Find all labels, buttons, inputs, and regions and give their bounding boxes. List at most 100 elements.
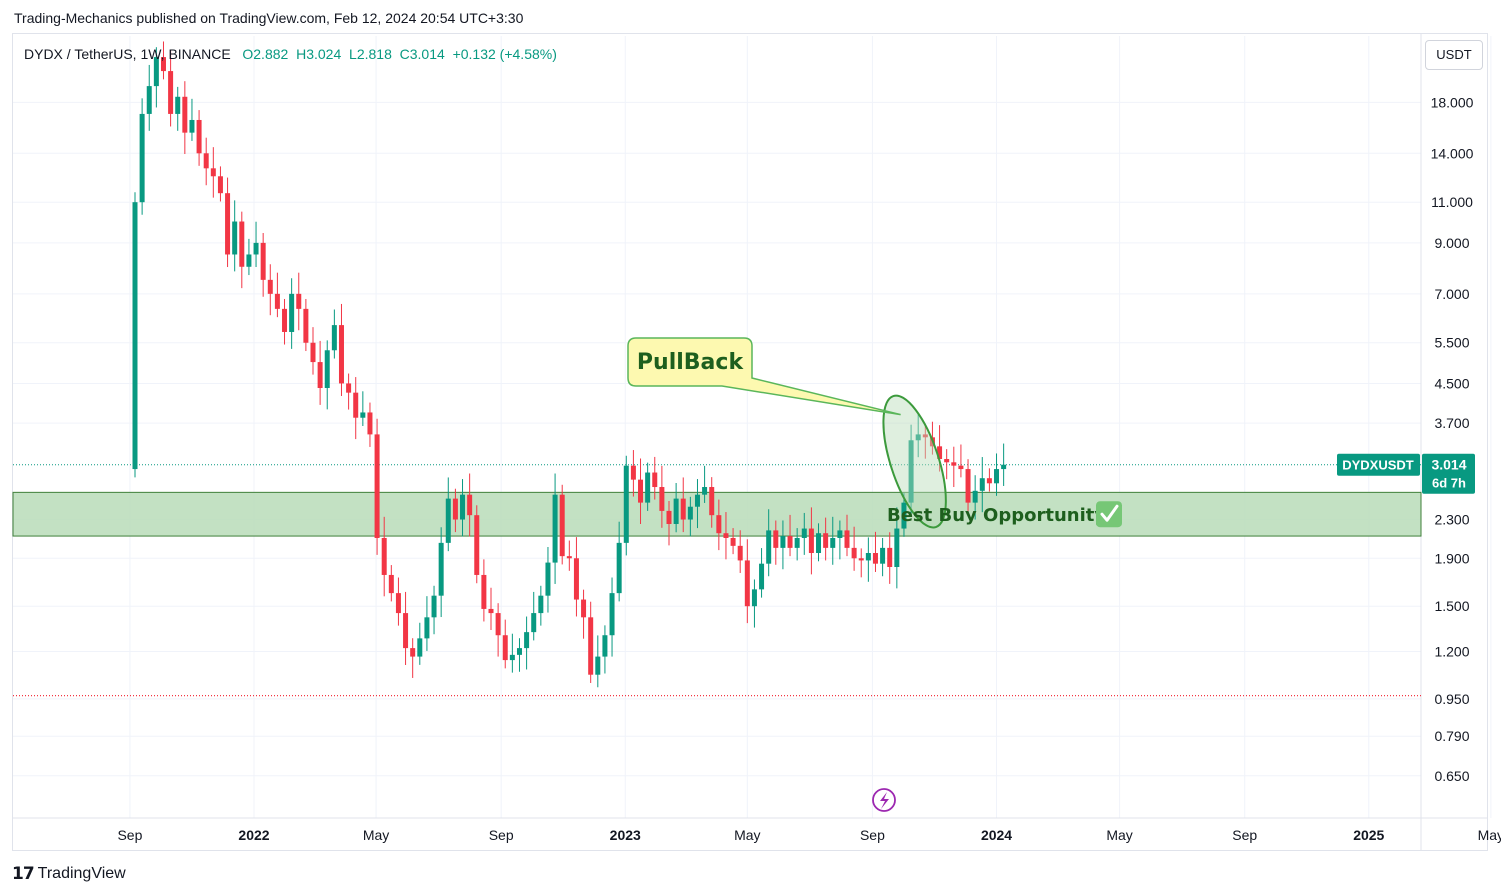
candle-body — [1001, 464, 1007, 470]
candle-body — [146, 86, 152, 114]
candle-body — [168, 71, 174, 114]
candle-body — [424, 617, 430, 639]
candle-body — [880, 547, 886, 564]
candle — [638, 458, 644, 524]
candle-body — [374, 434, 380, 538]
candle — [894, 507, 900, 589]
candle — [908, 424, 914, 516]
candle-body — [431, 595, 437, 618]
candle-body — [972, 490, 978, 503]
candle-body — [694, 494, 700, 507]
candle — [595, 635, 601, 688]
candle — [524, 616, 530, 670]
candle — [623, 455, 629, 556]
candle — [801, 512, 807, 555]
candle — [737, 530, 743, 573]
candle — [559, 484, 565, 565]
candle — [417, 622, 423, 665]
candle-body — [360, 412, 366, 418]
currency-button[interactable]: USDT — [1425, 40, 1483, 70]
candle-body — [623, 465, 629, 543]
footer-brand[interactable]: 𝟭𝟳 TradingView — [12, 864, 126, 884]
x-tick-label: May — [1478, 827, 1501, 843]
candle-body — [445, 498, 451, 543]
candle — [474, 505, 480, 584]
candle-body — [381, 537, 387, 575]
x-tick-label: Sep — [117, 827, 142, 843]
candle-body — [730, 537, 736, 546]
y-tick-label: 4.500 — [1434, 375, 1469, 391]
legend-high: H3.024 — [296, 46, 342, 62]
candle — [388, 565, 394, 602]
candle-body — [865, 553, 871, 561]
candle-body — [908, 440, 914, 503]
candle-body — [680, 498, 686, 520]
candle — [168, 49, 174, 127]
candle — [794, 528, 800, 561]
candle — [139, 98, 145, 215]
candle — [944, 449, 950, 480]
callout-bubble — [627, 337, 901, 416]
candle — [296, 272, 302, 331]
x-tick-label: 2025 — [1353, 827, 1384, 843]
candle — [153, 47, 159, 108]
candle — [730, 528, 736, 555]
candle — [652, 456, 658, 500]
candle — [1001, 443, 1007, 486]
candle — [687, 496, 693, 537]
candle-body — [545, 562, 551, 596]
candle-body — [516, 648, 522, 655]
candle-body — [160, 57, 166, 72]
candle — [808, 507, 814, 575]
chart-legend: DYDX / TetherUS, 1W, BINANCE O2.882 H3.0… — [24, 46, 557, 62]
candle — [217, 166, 223, 202]
candle — [581, 589, 587, 639]
candle-body — [474, 515, 480, 575]
candle-body — [922, 434, 928, 438]
candle-body — [851, 547, 857, 559]
candle-body — [410, 648, 416, 657]
candle — [851, 526, 857, 571]
candle — [239, 211, 245, 289]
candle-body — [937, 446, 943, 460]
candle-body — [196, 119, 202, 154]
candle — [460, 479, 466, 537]
pullback-ellipse — [882, 394, 947, 529]
zone-label: Best Buy Opportunity — [887, 505, 1106, 526]
candle — [958, 444, 964, 478]
y-tick-label: 0.650 — [1434, 768, 1469, 784]
candle — [410, 638, 416, 678]
candle — [346, 373, 352, 410]
y-tick-label: 1.200 — [1434, 643, 1469, 659]
candle — [616, 521, 622, 602]
candle — [182, 81, 188, 155]
candle — [274, 272, 280, 318]
candle-body — [296, 293, 302, 309]
candle-body — [958, 465, 964, 470]
candle — [267, 264, 273, 316]
symbol-tag-bg — [1337, 453, 1420, 476]
candle-body — [823, 533, 829, 548]
x-tick-label: May — [363, 827, 389, 843]
lightning-icon[interactable] — [872, 788, 896, 812]
candle-body — [417, 638, 423, 657]
candle — [609, 577, 615, 657]
candle — [602, 625, 608, 674]
legend-close: C3.014 — [399, 46, 445, 62]
candle-body — [274, 293, 280, 309]
candle — [588, 601, 594, 683]
x-tick-label: 2022 — [238, 827, 269, 843]
candle-body — [872, 553, 878, 564]
candle-body — [331, 325, 337, 351]
candle-body — [894, 528, 900, 567]
y-tick-label: 1.900 — [1434, 550, 1469, 566]
candle-body — [495, 613, 501, 636]
candle — [509, 633, 515, 673]
candle-body — [403, 613, 409, 649]
x-tick-label: Sep — [1232, 827, 1257, 843]
candle — [381, 516, 387, 597]
candle-body — [759, 563, 765, 590]
candle — [338, 303, 344, 396]
candle — [922, 424, 928, 459]
